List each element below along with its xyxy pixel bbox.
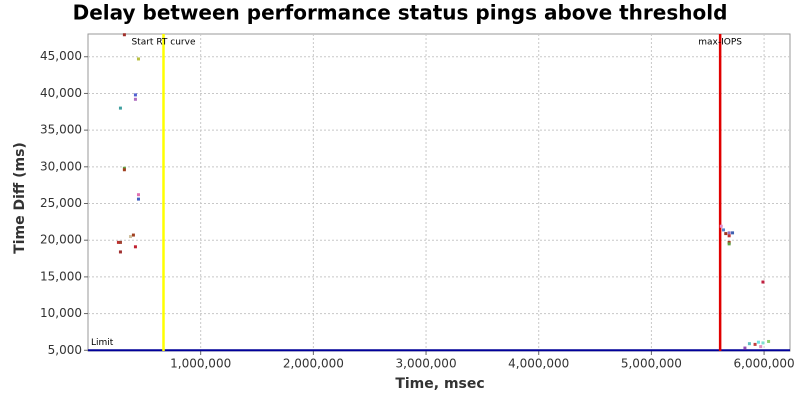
x-tick-label: 2,000,000 — [283, 357, 344, 371]
point — [761, 341, 765, 345]
y-tick-label: 40,000 — [40, 86, 82, 100]
plot-area — [87, 33, 791, 352]
y-tick-label: 5,000 — [48, 343, 82, 357]
point — [731, 231, 735, 235]
point — [122, 168, 126, 172]
point — [727, 234, 731, 238]
y-tick-label: 35,000 — [40, 123, 82, 137]
x-axis-label: Time, msec — [395, 376, 484, 392]
x-tick-label: 3,000,000 — [396, 357, 457, 371]
y-tick-label: 15,000 — [40, 269, 82, 283]
x-tick-label: 5,000,000 — [621, 357, 682, 371]
point — [133, 97, 137, 101]
point — [743, 346, 747, 350]
x-tick-label: 1,000,000 — [170, 357, 231, 371]
y-tick-label: 25,000 — [40, 196, 82, 210]
marker-label: Start RT curve — [131, 38, 195, 48]
point — [724, 232, 728, 236]
point — [118, 250, 122, 254]
point — [128, 235, 132, 239]
point — [761, 280, 765, 284]
point — [136, 57, 140, 61]
point — [759, 345, 763, 349]
point — [116, 240, 120, 244]
point — [136, 193, 140, 197]
point — [727, 231, 731, 235]
point — [133, 93, 137, 97]
limit-label: Limit — [91, 338, 114, 348]
point — [756, 340, 760, 344]
point — [767, 339, 771, 343]
point — [118, 240, 122, 244]
point — [722, 228, 726, 232]
y-tick-label: 30,000 — [40, 159, 82, 173]
y-tick-label: 20,000 — [40, 233, 82, 247]
x-tick-label: 4,000,000 — [508, 357, 569, 371]
chart-title: Delay between performance status pings a… — [73, 1, 728, 25]
point — [122, 33, 126, 37]
y-tick-label: 45,000 — [40, 49, 82, 63]
y-tick-label: 10,000 — [40, 306, 82, 320]
point — [727, 242, 731, 246]
point — [719, 224, 723, 228]
marker-label: max-IOPS — [698, 38, 742, 48]
point — [118, 106, 122, 110]
point — [753, 342, 757, 346]
point — [131, 233, 135, 237]
y-axis-label: Time Diff (ms) — [12, 142, 28, 254]
point — [747, 342, 751, 346]
x-tick-label: 6,000,000 — [734, 357, 795, 371]
point — [136, 197, 140, 201]
point — [133, 245, 137, 249]
